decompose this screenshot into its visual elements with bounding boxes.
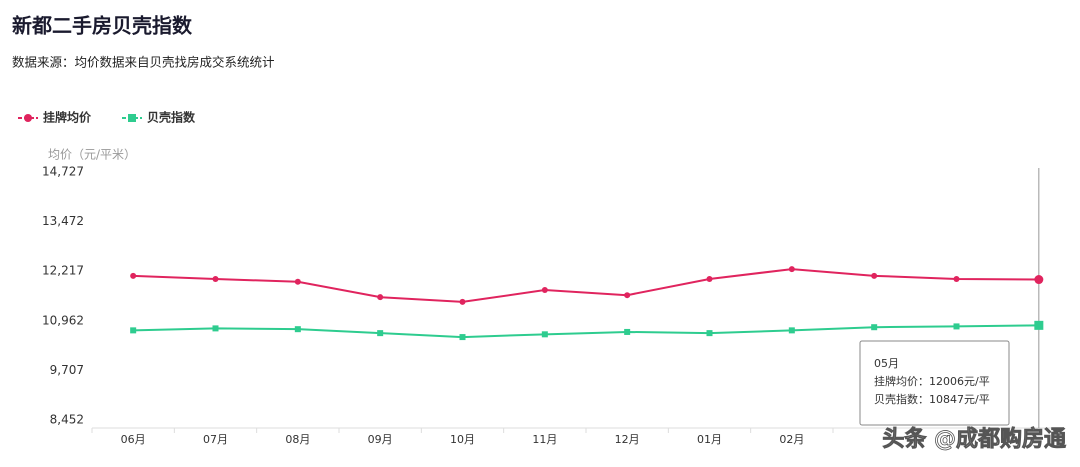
point <box>541 331 548 338</box>
point <box>130 272 137 279</box>
legend-label: 贝壳指数 <box>147 110 196 125</box>
x-tick-label: 02月 <box>779 433 804 446</box>
chart-subtitle: 数据来源：均价数据来自贝壳找房成交系统统计 <box>12 55 275 70</box>
x-tick-label: 09月 <box>368 433 393 446</box>
point <box>377 294 384 301</box>
point <box>459 334 466 341</box>
point <box>624 328 631 335</box>
point <box>871 324 878 331</box>
x-tick-label: 06月 <box>121 433 146 446</box>
y-tick-label: 9,707 <box>50 363 84 377</box>
point <box>706 275 713 282</box>
y-axis-title: 均价（元/平米） <box>48 148 136 162</box>
point <box>212 275 219 282</box>
point <box>130 327 137 334</box>
point <box>624 292 631 299</box>
series-line <box>133 268 1039 303</box>
point <box>294 278 301 285</box>
x-tick-label: 01月 <box>697 433 722 446</box>
point <box>1034 320 1044 330</box>
point <box>377 330 384 337</box>
point <box>459 298 466 305</box>
series-line <box>133 324 1039 339</box>
point <box>294 326 301 333</box>
x-tick-label: 08月 <box>285 433 310 446</box>
y-tick-label: 14,727 <box>42 165 84 179</box>
legend-label: 挂牌均价 <box>43 110 92 125</box>
tooltip-line: 贝壳指数：10847元/平 <box>874 392 990 406</box>
legend-marker <box>128 114 136 122</box>
tooltip-title: 05月 <box>874 357 899 370</box>
y-tick-label: 10,962 <box>42 313 84 327</box>
y-tick-label: 12,217 <box>42 264 84 278</box>
x-tick-label: 11月 <box>532 433 557 446</box>
point <box>1034 275 1044 285</box>
point <box>788 327 795 334</box>
tooltip-box <box>859 340 1010 426</box>
chart-title: 新都二手房贝壳指数 <box>12 14 193 38</box>
point <box>871 272 878 279</box>
point <box>706 330 713 337</box>
x-tick-label: 07月 <box>203 433 228 446</box>
point <box>953 275 960 282</box>
y-tick-label: 8,452 <box>50 413 84 427</box>
legend-marker <box>24 114 32 122</box>
x-tick-label: 10月 <box>450 433 475 446</box>
y-tick-label: 13,472 <box>42 214 84 228</box>
point <box>788 266 795 273</box>
x-tick-label: 12月 <box>615 433 640 446</box>
point <box>541 287 548 294</box>
point <box>212 325 219 332</box>
tooltip-line: 挂牌均价：12006元/平 <box>874 374 990 388</box>
point <box>953 323 960 330</box>
watermark: 头条 @成都购房通 <box>882 426 1066 452</box>
